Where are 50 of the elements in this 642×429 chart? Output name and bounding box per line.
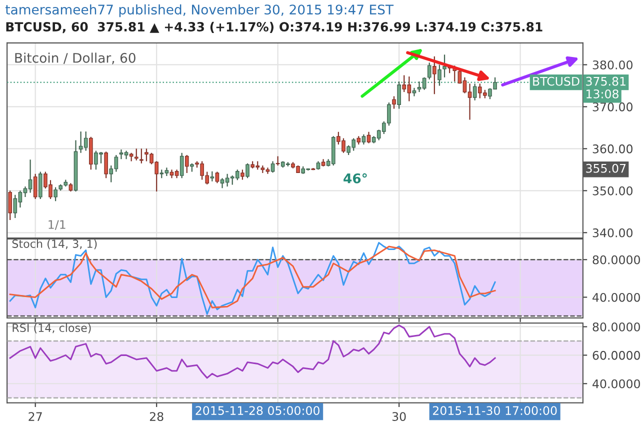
y-tick-label: 370.00: [592, 102, 632, 112]
candlestick: [8, 190, 12, 221]
candlestick: [33, 173, 38, 200]
candlestick: [246, 162, 250, 179]
line-series: [9, 324, 496, 379]
ref-line-label: 375.81: [586, 76, 626, 86]
annotation: Bitcoin / Dollar, 60: [15, 52, 136, 64]
chart-title: tamersameeh77 published, November 30, 2015 19:47 EST: [5, 4, 394, 18]
y-tick-label: 80.0000: [592, 255, 640, 264]
candlestick: [134, 148, 138, 161]
candlestick: [140, 148, 144, 164]
y-tick-label: 380.00: [592, 60, 632, 70]
x-tick-label: 27: [28, 412, 42, 421]
y-tick-label: 60.0000: [592, 350, 640, 360]
annotation: 13:08: [586, 89, 618, 98]
y-tick-label: 340.00: [592, 228, 632, 238]
candlestick: [38, 171, 42, 200]
candlestick: [54, 186, 58, 202]
candlestick: [184, 154, 189, 174]
candlestick: [432, 56, 436, 95]
candlestick: [270, 160, 275, 174]
candlestick: [362, 134, 366, 146]
candlestick: [210, 170, 214, 182]
y-tick-label: 40.0000: [592, 379, 640, 388]
x-tick-label: 30: [392, 412, 406, 421]
candlestick: [438, 64, 442, 86]
candlestick: [472, 83, 477, 101]
chart-subtitle: BTCUSD, 60 375.81 ▲ +4.33 (+1.17%) O:374.19 H:376.99 L:374.19 C:375.81: [6, 22, 542, 34]
candlestick: [215, 171, 220, 184]
annotation: BTCUSD: [533, 76, 580, 86]
candlestick: [180, 152, 184, 179]
candlestick: [397, 80, 401, 110]
annotation: 1/1: [48, 220, 66, 230]
annotation: 46°: [344, 173, 367, 184]
text: 2015-11-28 05:00:00: [196, 406, 320, 416]
y-tick-label: 350.00: [592, 186, 632, 196]
candlestick: [104, 151, 108, 179]
candlestick: [276, 156, 280, 166]
candlestick: [240, 169, 244, 180]
y-tick-label: 40.0000: [592, 292, 640, 302]
chart-title: RSI (14, close): [12, 323, 91, 334]
y-tick-label: 80.0000: [592, 322, 640, 332]
chart-title: Stoch (14, 3, 1): [12, 239, 97, 250]
text: 355.07: [586, 164, 626, 173]
x-tick-label: 28: [150, 412, 164, 421]
text: 2015-11-30 17:00:00: [433, 406, 557, 416]
candlestick: [366, 131, 371, 144]
candlestick: [427, 62, 432, 80]
y-tick-label: 360.00: [592, 144, 632, 154]
candlestick: [392, 96, 396, 110]
